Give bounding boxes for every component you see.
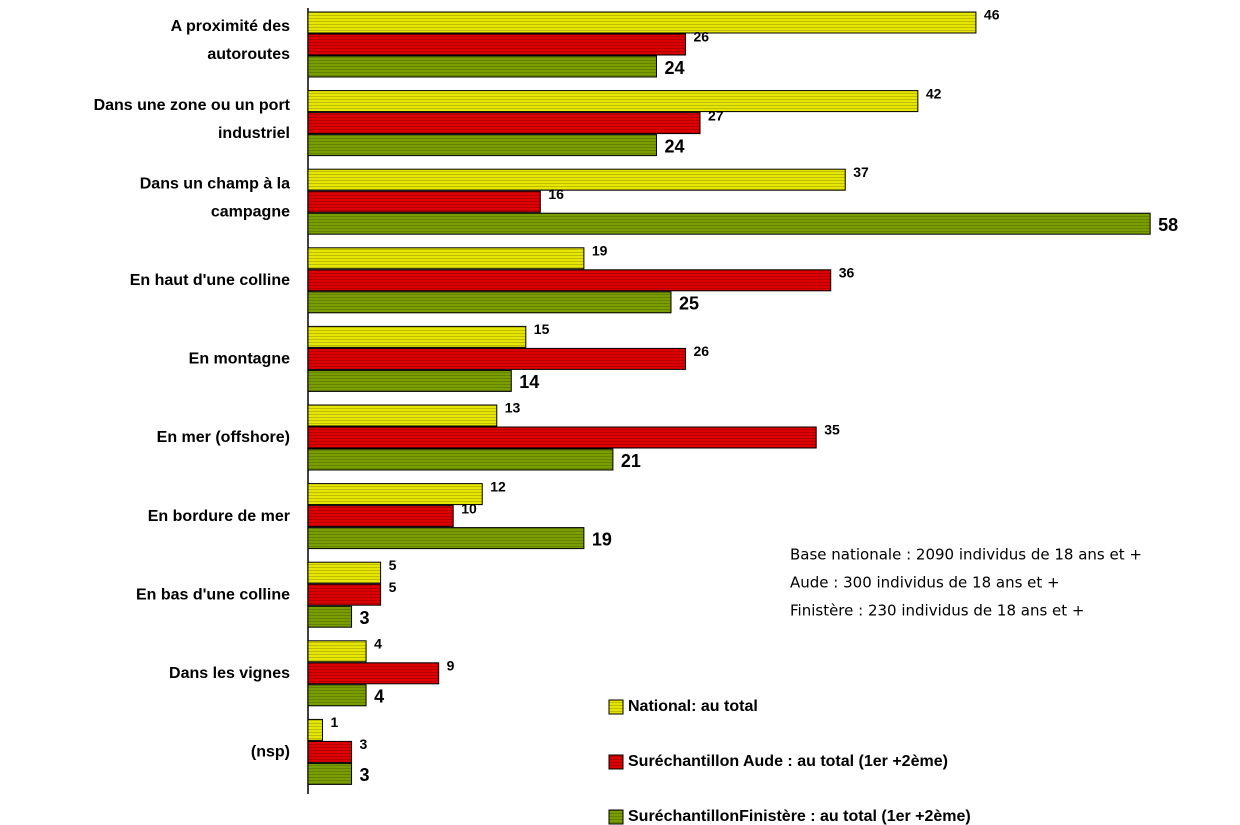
legend-label: National: au total: [628, 698, 758, 715]
bar: [307, 505, 454, 528]
bar: [307, 168, 846, 191]
value-label: 26: [694, 29, 710, 45]
value-label: 1: [331, 714, 339, 730]
category-label: En montagne: [189, 351, 290, 368]
value-label: 26: [694, 343, 710, 359]
value-label: 12: [490, 478, 506, 494]
value-label: 4: [374, 687, 384, 707]
category-label: En bordure de mer: [148, 508, 290, 525]
bar: [307, 684, 367, 707]
category-label: Dans un champ à la: [140, 175, 290, 192]
value-label: 24: [664, 58, 684, 78]
bar: [307, 404, 498, 427]
value-label: 35: [824, 422, 840, 438]
bar: [307, 527, 585, 550]
note: Base nationale : 2090 individus de 18 an…: [790, 546, 1142, 564]
note: Finistère : 230 individus de 18 ans et +: [790, 602, 1084, 620]
legend-swatch: [608, 809, 624, 825]
bar: [307, 369, 512, 392]
bar: [307, 291, 672, 314]
category-label: En haut d'une colline: [130, 272, 290, 289]
category-label: industriel: [218, 125, 290, 142]
bar: [307, 426, 817, 449]
value-label: 4: [374, 636, 382, 652]
value-label: 14: [519, 372, 539, 392]
bar: [307, 561, 382, 584]
value-label: 13: [505, 400, 521, 416]
note: Aude : 300 individus de 18 ans et +: [790, 574, 1060, 592]
bar: [307, 347, 687, 370]
value-label: 46: [984, 7, 1000, 23]
value-label: 21: [621, 451, 641, 471]
bar: [307, 640, 367, 663]
value-label: 19: [592, 529, 612, 549]
value-label: 3: [360, 736, 368, 752]
bar: [307, 718, 324, 741]
category-label: (nsp): [251, 744, 290, 761]
bar: [307, 325, 527, 348]
bar: [307, 134, 657, 157]
bar: [307, 605, 353, 628]
value-label: 5: [389, 557, 397, 573]
category-label: Dans les vignes: [169, 665, 290, 682]
value-label: 42: [926, 85, 942, 101]
bar: [307, 269, 832, 292]
bar: [307, 190, 541, 213]
value-label: 3: [360, 765, 370, 785]
bar: [307, 55, 657, 78]
legend-swatch: [608, 754, 624, 770]
bar: [307, 112, 701, 135]
value-label: 27: [708, 107, 724, 123]
value-label: 10: [461, 500, 477, 516]
legend-label: SuréchantillonFinistère : au total (1er …: [628, 808, 971, 825]
value-label: 5: [389, 579, 397, 595]
legend-label: Suréchantillon Aude : au total (1er +2èm…: [628, 753, 948, 770]
value-label: 25: [679, 294, 699, 314]
value-label: 19: [592, 243, 608, 259]
bar: [307, 448, 614, 471]
bar: [307, 740, 353, 763]
value-label: 37: [853, 164, 869, 180]
value-label: 24: [664, 136, 684, 156]
legend-swatch: [608, 699, 624, 715]
bar: [307, 583, 382, 606]
bar: [307, 33, 687, 56]
bar: [307, 483, 483, 506]
value-label: 36: [839, 265, 855, 281]
bar: [307, 212, 1151, 235]
category-label: En bas d'une colline: [136, 586, 290, 603]
value-label: 9: [447, 658, 455, 674]
bar: [307, 11, 977, 34]
category-label: Dans une zone ou un port: [94, 97, 291, 114]
category-label: En mer (offshore): [157, 429, 290, 446]
value-label: 15: [534, 321, 550, 337]
value-label: 3: [360, 608, 370, 628]
bar: [307, 762, 353, 785]
category-label: A proximité des: [171, 18, 291, 35]
bar: [307, 662, 440, 685]
category-label: campagne: [211, 203, 290, 220]
value-label: 16: [548, 186, 564, 202]
value-label: 58: [1158, 215, 1178, 235]
bar: [307, 90, 919, 113]
bar: [307, 247, 585, 270]
category-label: autoroutes: [207, 46, 290, 63]
